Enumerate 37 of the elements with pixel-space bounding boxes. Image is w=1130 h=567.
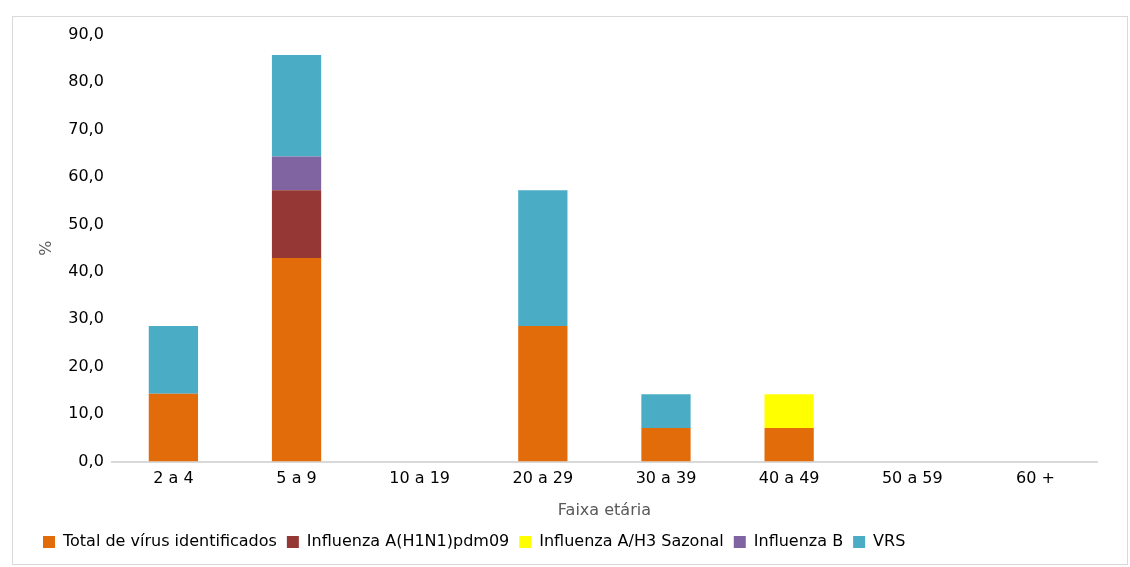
x-tick-label: 60 + [1016,468,1055,488]
y-tick-label: 20,0 [68,355,104,375]
y-tick-label: 80,0 [68,71,104,91]
x-tick-label: 2 a 4 [153,468,194,488]
bar [764,427,814,462]
y-tick-label: 90,0 [68,23,104,43]
y-tick-label: 70,0 [68,118,104,138]
legend-label: Total de vírus identificados [62,531,277,551]
legend-label: VRS [873,531,906,551]
bar [271,190,322,259]
bar [271,156,322,191]
x-axis-title: Faixa etária [557,499,651,519]
y-axis-title: % [35,240,55,256]
y-tick-label: 50,0 [68,213,104,233]
legend-label: Influenza A(H1N1)pdm09 [306,531,510,551]
x-tick-label: 40 a 49 [758,468,820,488]
bar [518,190,568,326]
bar [764,394,814,428]
bar [641,394,691,428]
x-tick-label: 10 a 19 [389,468,451,488]
bar [148,325,199,394]
bar [641,427,691,462]
bar [148,393,199,462]
x-tick-label: 50 a 59 [881,468,943,488]
y-tick-label: 60,0 [68,166,104,186]
y-tick-label: 0,0 [78,450,104,470]
bar [518,325,568,462]
x-tick-label: 20 a 29 [512,468,574,488]
y-tick-label: 40,0 [68,260,104,280]
legend-label: Influenza B [753,531,844,551]
y-tick-label: 30,0 [68,308,104,328]
x-tick-label: 30 a 39 [635,468,697,488]
y-tick-label: 10,0 [68,403,104,423]
bar [271,258,322,462]
legend-label: Influenza A/H3 Sazonal [539,531,724,551]
bar [271,55,322,157]
x-tick-label: 5 a 9 [276,468,317,488]
